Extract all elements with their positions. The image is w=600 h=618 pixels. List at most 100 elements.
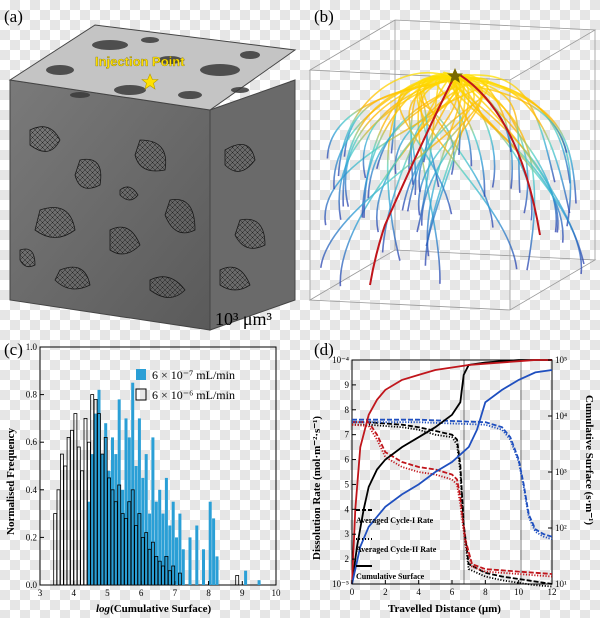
x-tick-label-d: 12 bbox=[548, 587, 557, 597]
scale-label: 10³ μm³ bbox=[215, 309, 273, 329]
y-left-tick-label: 10⁻⁵ bbox=[332, 579, 349, 589]
y-right-tick-label: 10⁵ bbox=[555, 355, 567, 365]
bar-black-outline bbox=[97, 413, 101, 586]
streamline bbox=[460, 75, 571, 214]
streamline bbox=[449, 75, 521, 193]
y-tick-label: 0.8 bbox=[26, 390, 38, 400]
y-left-tick-label: 7 bbox=[345, 430, 350, 440]
line-series bbox=[351, 359, 553, 588]
bar-blue bbox=[127, 437, 131, 585]
panel-c-label: (c) bbox=[4, 340, 23, 359]
y-tick-label: 0.2 bbox=[26, 532, 37, 542]
streamline bbox=[344, 75, 464, 207]
legend-swatch-blue bbox=[136, 369, 146, 380]
y-tick-label: 0.4 bbox=[26, 485, 38, 495]
x-axis-title-log: log bbox=[96, 603, 111, 615]
y-right-tick-label: 10¹ bbox=[555, 579, 567, 589]
y-right-tick-label: 10⁴ bbox=[555, 411, 567, 421]
y-left-tick-label: 9 bbox=[345, 380, 350, 390]
bar-blue bbox=[244, 570, 248, 585]
bar-blue bbox=[100, 454, 104, 585]
injection-star-icon-b bbox=[447, 68, 463, 83]
bar-blue bbox=[195, 525, 199, 585]
streamline bbox=[448, 75, 568, 153]
y-left-tick-label: 3 bbox=[345, 529, 350, 539]
bar-black-outline bbox=[80, 470, 84, 586]
x-tick-label: 8 bbox=[206, 588, 211, 598]
bar-blue bbox=[175, 537, 178, 585]
streamline bbox=[462, 75, 577, 204]
bar-black-outline bbox=[107, 477, 111, 586]
panel-c-histogram: (c) 3 4 5 6 7 8 9 10 0.0 0.2 0.4 0.6 0.8 1.0 6 × 10⁻… bbox=[4, 340, 281, 615]
pore-network-sides bbox=[19, 126, 266, 298]
bar-blue bbox=[137, 418, 141, 585]
cube-top-face bbox=[8, 24, 297, 111]
y-left-title: Dissolution Rate (mol·m⁻²·s⁻¹) bbox=[311, 416, 323, 560]
x-ticks: 3 4 5 6 7 8 9 10 bbox=[38, 581, 281, 598]
y-tick-label: 1.0 bbox=[26, 342, 38, 352]
bar-blue bbox=[202, 549, 205, 585]
bar-black-outline bbox=[120, 513, 125, 586]
bar-black-outline bbox=[177, 572, 182, 586]
red-streamlines bbox=[369, 74, 541, 286]
bar-black-outline bbox=[171, 565, 176, 586]
bar-blue bbox=[181, 549, 185, 585]
bar-blue bbox=[168, 525, 172, 585]
line-cumulative-black bbox=[351, 359, 552, 585]
bar-blue bbox=[257, 580, 261, 585]
bar-black-outline bbox=[137, 513, 142, 586]
y-left-tick-label: 5 bbox=[345, 479, 350, 489]
streamline bbox=[398, 75, 453, 215]
bar-blue bbox=[107, 470, 111, 585]
y-right-tick-label: 10² bbox=[555, 523, 567, 533]
y-right-title: Cumulative Surface (s·m⁻¹) bbox=[583, 395, 595, 525]
bar-blue bbox=[111, 437, 114, 585]
bar-black-outline bbox=[53, 513, 58, 586]
legend-cumulative: Cumulative Surface bbox=[356, 572, 425, 581]
x-tick-label-d: 8 bbox=[483, 587, 488, 597]
streamline bbox=[460, 73, 513, 189]
panel-b-label: (b) bbox=[314, 7, 334, 26]
cube-right-face bbox=[209, 79, 296, 331]
streamlines bbox=[320, 71, 585, 287]
x-tick-label: 7 bbox=[173, 588, 178, 598]
y-left-tick-label: 6 bbox=[345, 455, 350, 465]
bar-blue bbox=[158, 489, 162, 585]
bar-black-outline bbox=[144, 532, 149, 586]
x-axis-title-d: Travelled Distance (μm) bbox=[388, 603, 501, 615]
panel-b: (b) bbox=[308, 7, 597, 311]
y-left-ticks: 10⁻⁵ 2 3 4 5 6 7 8 9 10⁻⁴ bbox=[332, 355, 356, 589]
bar-black-outline bbox=[60, 453, 64, 586]
bar-black-outline bbox=[56, 489, 61, 586]
bar-blue bbox=[97, 389, 101, 585]
bar-blue bbox=[154, 501, 158, 585]
y-tick-label: 0.0 bbox=[26, 580, 38, 590]
streamline bbox=[361, 75, 455, 218]
y-right-ticks: 10¹ 10² 10³ 10⁴ 10⁵ bbox=[548, 355, 567, 589]
bar-blue bbox=[215, 556, 219, 585]
bar-blue bbox=[104, 423, 108, 585]
x-tick-label: 9 bbox=[240, 588, 245, 598]
panel-a: (a) Injection Point 10³ μm³ bbox=[4, 7, 297, 331]
x-axis-title: log(Cumulative Surface) bbox=[96, 603, 212, 615]
y-tick-label: 0.6 bbox=[26, 437, 38, 447]
bar-blue bbox=[212, 518, 216, 585]
panel-d-lineplot: (d) 0 2 4 6 8 10 12 10⁻⁵ 2 3 4 5 6 7 8 9 10⁻⁴ 10¹ 10² 10³… bbox=[311, 340, 595, 615]
bar-black-outline bbox=[150, 541, 155, 586]
bar-blue bbox=[188, 537, 192, 585]
bar-blue bbox=[178, 513, 182, 585]
bar-black-outline bbox=[103, 437, 108, 586]
bar-black-outline bbox=[70, 429, 74, 586]
bar-blue bbox=[144, 454, 148, 585]
x-tick-label: 3 bbox=[38, 588, 43, 598]
line-rate-ii-black bbox=[352, 423, 553, 588]
plot-frame bbox=[39, 346, 277, 586]
bar-blue bbox=[124, 418, 128, 585]
streamline bbox=[375, 75, 463, 233]
wireframe-box bbox=[308, 19, 597, 311]
bars-series-1 bbox=[87, 382, 261, 585]
legend-cycle-1: Averaged Cycle-I Rate bbox=[356, 516, 434, 525]
bar-black-outline bbox=[164, 555, 169, 586]
panel-d-label: (d) bbox=[314, 340, 334, 359]
x-tick-label: 4 bbox=[71, 588, 76, 598]
